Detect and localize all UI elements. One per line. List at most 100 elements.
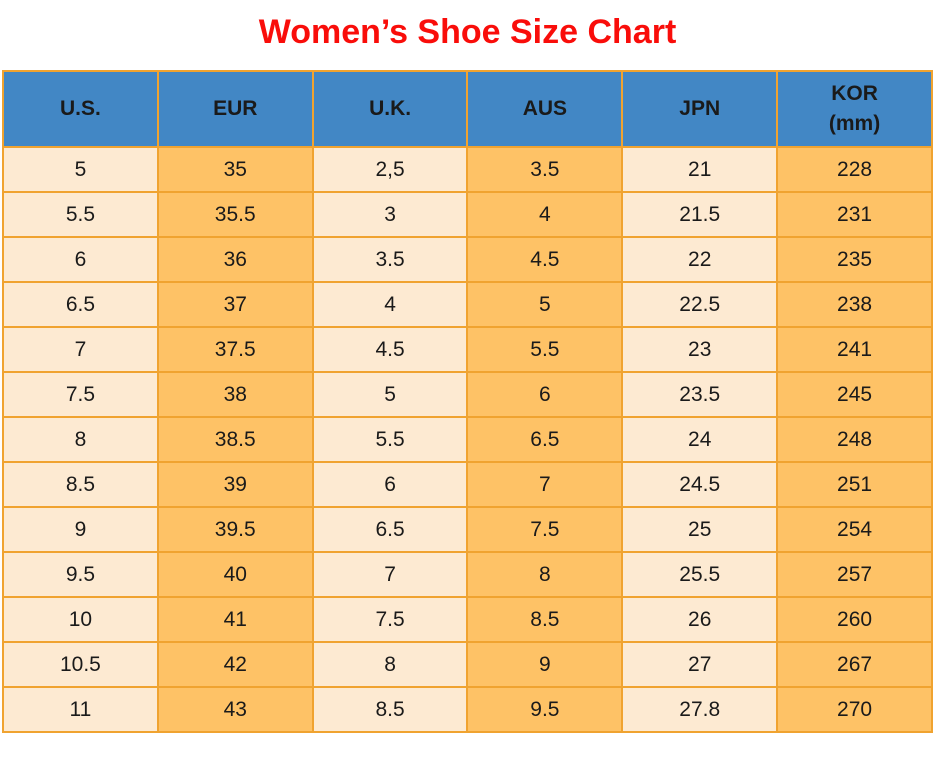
size-cell: 2,5	[311, 146, 469, 193]
size-cell: 3.5	[466, 146, 624, 193]
table-row: 7.5 38 5 6 23.5 245	[2, 371, 933, 418]
size-cell: 231	[776, 191, 933, 238]
size-cell: 5	[311, 371, 469, 418]
size-cell: 7	[311, 551, 469, 598]
size-cell: 39.5	[156, 506, 314, 553]
size-cell: 21	[621, 146, 779, 193]
column-header: U.K.	[311, 70, 469, 148]
size-cell: 6	[2, 236, 159, 283]
size-cell: 238	[776, 281, 933, 328]
size-cell: 251	[776, 461, 933, 508]
table-row: 8 38.5 5.5 6.5 24 248	[2, 416, 933, 463]
size-cell: 41	[156, 596, 314, 643]
table-row: 10 41 7.5 8.5 26 260	[2, 596, 933, 643]
size-cell: 245	[776, 371, 933, 418]
page-title: Women’s Shoe Size Chart	[258, 13, 677, 51]
size-cell: 3.5	[311, 236, 469, 283]
size-cell: 7	[2, 326, 159, 373]
size-cell: 9	[2, 506, 159, 553]
size-cell: 37	[156, 281, 314, 328]
size-cell: 260	[776, 596, 933, 643]
size-cell: 36	[156, 236, 314, 283]
size-cell: 6.5	[2, 281, 159, 328]
size-cell: 8.5	[2, 461, 159, 508]
shoe-size-table: U.S. EUR U.K. AUS JPN KOR (mm) 5 35 2,5 3.5 21 228 5…	[2, 70, 933, 733]
size-cell: 8	[311, 641, 469, 688]
size-cell: 267	[776, 641, 933, 688]
size-cell: 25	[621, 506, 779, 553]
size-cell: 254	[776, 506, 933, 553]
table-row: 11 43 8.5 9.5 27.8 270	[2, 686, 933, 733]
column-header: U.S.	[2, 70, 159, 148]
size-cell: 5	[466, 281, 624, 328]
size-cell: 4.5	[311, 326, 469, 373]
size-cell: 7.5	[311, 596, 469, 643]
size-cell: 27	[621, 641, 779, 688]
size-cell: 39	[156, 461, 314, 508]
size-cell: 5.5	[311, 416, 469, 463]
size-cell: 42	[156, 641, 314, 688]
table-row: 7 37.5 4.5 5.5 23 241	[2, 326, 933, 373]
size-cell: 10	[2, 596, 159, 643]
size-cell: 25.5	[621, 551, 779, 598]
size-cell: 40	[156, 551, 314, 598]
size-cell: 6	[466, 371, 624, 418]
size-cell: 27.8	[621, 686, 779, 733]
size-cell: 23	[621, 326, 779, 373]
size-cell: 37.5	[156, 326, 314, 373]
size-cell: 6	[311, 461, 469, 508]
table-row: 9.5 40 7 8 25.5 257	[2, 551, 933, 598]
size-cell: 6.5	[466, 416, 624, 463]
column-header: EUR	[156, 70, 314, 148]
size-cell: 7.5	[2, 371, 159, 418]
size-cell: 9.5	[2, 551, 159, 598]
size-cell: 11	[2, 686, 159, 733]
table-row: 9 39.5 6.5 7.5 25 254	[2, 506, 933, 553]
size-cell: 270	[776, 686, 933, 733]
size-cell: 4	[466, 191, 624, 238]
size-cell: 10.5	[2, 641, 159, 688]
size-cell: 241	[776, 326, 933, 373]
size-cell: 22.5	[621, 281, 779, 328]
column-header: KOR (mm)	[776, 70, 933, 148]
size-cell: 38	[156, 371, 314, 418]
size-cell: 6.5	[311, 506, 469, 553]
size-cell: 35	[156, 146, 314, 193]
size-cell: 3	[311, 191, 469, 238]
size-cell: 24.5	[621, 461, 779, 508]
size-cell: 4.5	[466, 236, 624, 283]
size-cell: 38.5	[156, 416, 314, 463]
size-cell: 257	[776, 551, 933, 598]
table-row: 6.5 37 4 5 22.5 238	[2, 281, 933, 328]
size-cell: 4	[311, 281, 469, 328]
size-cell: 24	[621, 416, 779, 463]
size-cell: 5.5	[466, 326, 624, 373]
size-cell: 22	[621, 236, 779, 283]
size-cell: 23.5	[621, 371, 779, 418]
table-row: 5.5 35.5 3 4 21.5 231	[2, 191, 933, 238]
size-cell: 21.5	[621, 191, 779, 238]
table-row: 10.5 42 8 9 27 267	[2, 641, 933, 688]
size-cell: 9.5	[466, 686, 624, 733]
size-cell: 5	[2, 146, 159, 193]
table-body: 5 35 2,5 3.5 21 228 5.5 35.5 3 4 21.5 231 6 36 3.5 4.5 2…	[2, 146, 933, 733]
size-cell: 8	[2, 416, 159, 463]
size-cell: 5.5	[2, 191, 159, 238]
header-row: U.S. EUR U.K. AUS JPN KOR (mm)	[2, 70, 933, 148]
size-cell: 8	[466, 551, 624, 598]
size-cell: 35.5	[156, 191, 314, 238]
table-row: 5 35 2,5 3.5 21 228	[2, 146, 933, 193]
size-cell: 7.5	[466, 506, 624, 553]
size-cell: 8.5	[466, 596, 624, 643]
size-cell: 8.5	[311, 686, 469, 733]
table-row: 8.5 39 6 7 24.5 251	[2, 461, 933, 508]
size-cell: 43	[156, 686, 314, 733]
column-header: JPN	[621, 70, 779, 148]
table-row: 6 36 3.5 4.5 22 235	[2, 236, 933, 283]
size-cell: 26	[621, 596, 779, 643]
size-cell: 248	[776, 416, 933, 463]
size-cell: 9	[466, 641, 624, 688]
column-header: AUS	[466, 70, 624, 148]
size-cell: 235	[776, 236, 933, 283]
